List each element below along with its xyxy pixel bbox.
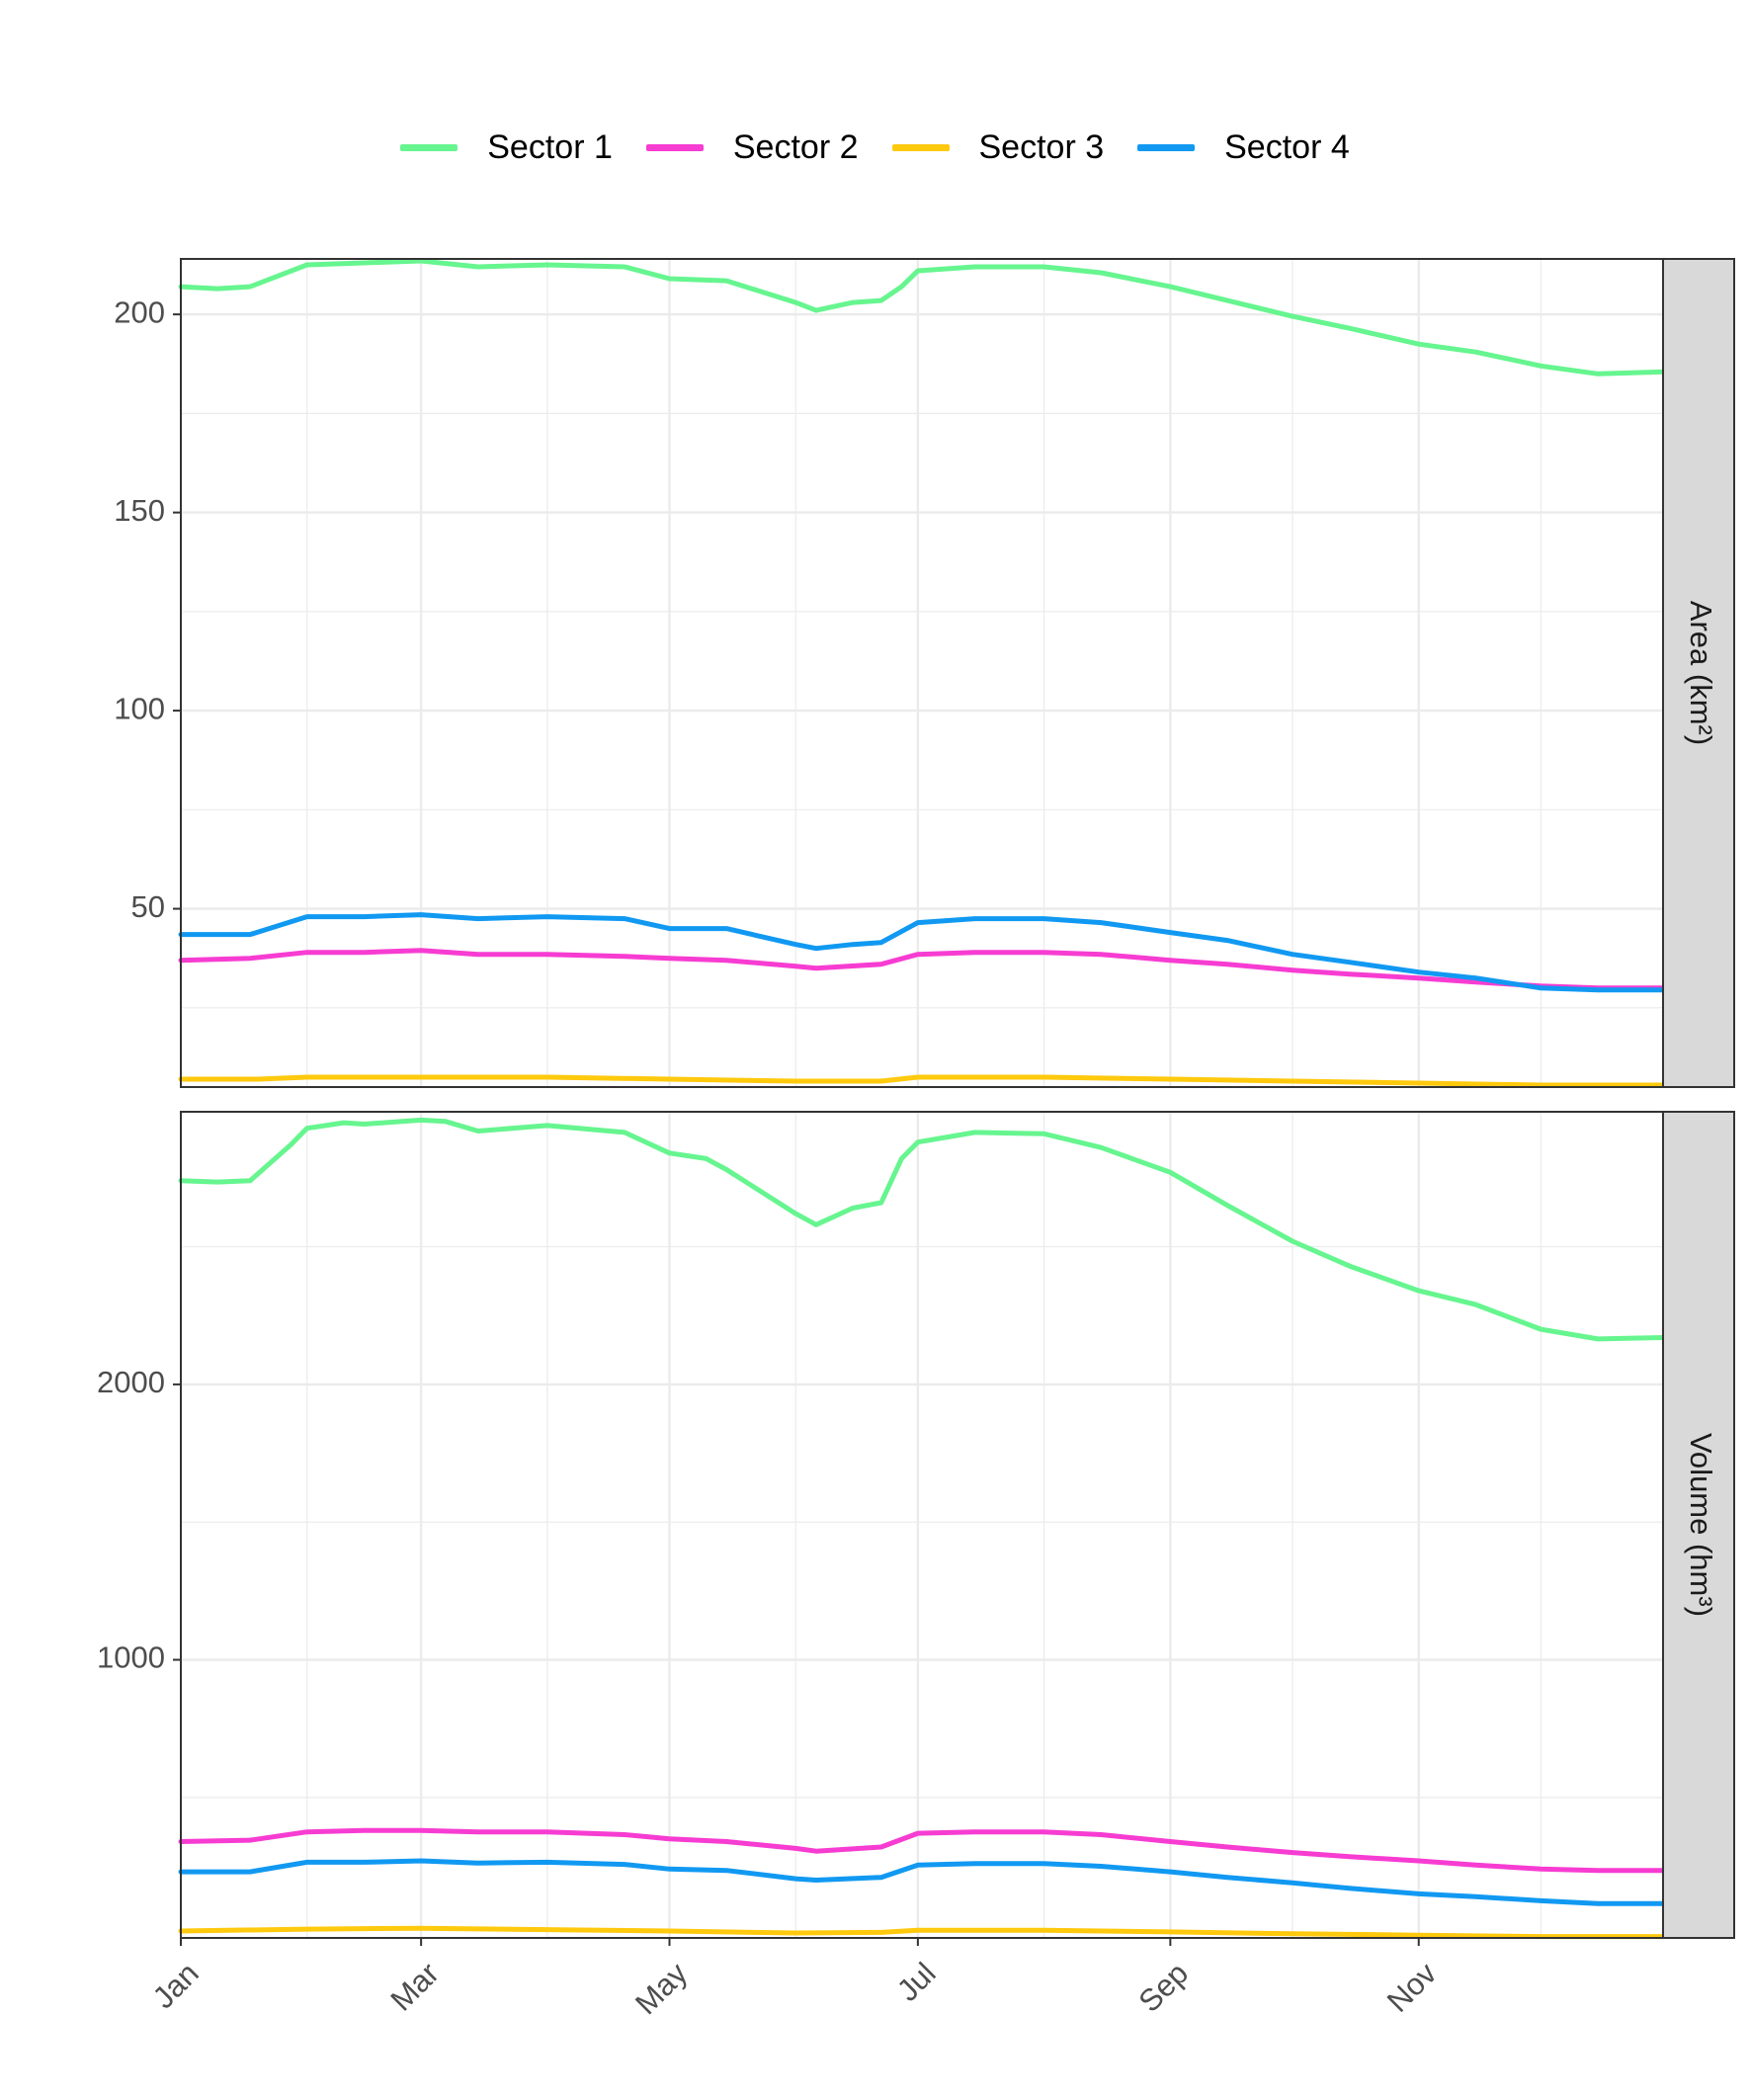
facet-strip-2 (1662, 1111, 1735, 1939)
legend-key-sector-1 (400, 144, 458, 151)
x-tick-label: Jul (890, 1956, 943, 2008)
panel-background-2 (181, 1112, 1663, 1938)
series-line-sector-2 (178, 1827, 1666, 1874)
legend-key-sector-4 (1137, 144, 1196, 151)
x-tick-label: Nov (1380, 1956, 1444, 2019)
legend-key-sector-2 (645, 144, 704, 151)
y-tick-label: 200 (114, 294, 165, 329)
facet-strip-label: Volume (hm³) (1684, 1433, 1718, 1617)
legend-key-sector-3 (891, 144, 950, 151)
legend-label-sector-3: Sector 3 (978, 128, 1105, 166)
legend: Sector 1 Sector 2 Sector 3 Sector 4 (0, 128, 1750, 167)
x-tick-label: Sep (1131, 1956, 1195, 2019)
legend-item-sector-2[interactable]: Sector 2 (645, 128, 859, 167)
legend-label-sector-4: Sector 4 (1224, 128, 1350, 166)
legend-item-sector-4[interactable]: Sector 4 (1137, 128, 1350, 167)
series-line-sector-2 (178, 948, 1666, 991)
series-line-sector-1 (178, 258, 1666, 377)
x-tick-label: May (628, 1956, 695, 2022)
legend-label-sector-2: Sector 2 (732, 128, 859, 166)
series-line-sector-4 (178, 1858, 1666, 1906)
x-tick-label: Mar (383, 1956, 446, 2018)
facet-strip-1 (1662, 258, 1735, 1088)
legend-label-sector-1: Sector 1 (487, 128, 613, 166)
y-tick-label: 150 (114, 493, 165, 528)
series-line-sector-3 (178, 1925, 1666, 1940)
series-line-sector-3 (178, 1074, 1666, 1088)
y-tick-label: 2000 (97, 1365, 165, 1399)
series-line-sector-1 (178, 1117, 1666, 1342)
legend-item-sector-1[interactable]: Sector 1 (400, 128, 613, 167)
facet-strip-label: Area (km²) (1684, 601, 1718, 745)
y-tick-label: 100 (114, 691, 165, 725)
legend-item-sector-3[interactable]: Sector 3 (891, 128, 1105, 167)
y-tick-label: 50 (131, 889, 165, 924)
panel-background-1 (181, 259, 1663, 1087)
y-tick-label: 1000 (97, 1640, 165, 1675)
series-line-sector-4 (178, 912, 1666, 993)
x-tick-label: Jan (146, 1956, 206, 2015)
